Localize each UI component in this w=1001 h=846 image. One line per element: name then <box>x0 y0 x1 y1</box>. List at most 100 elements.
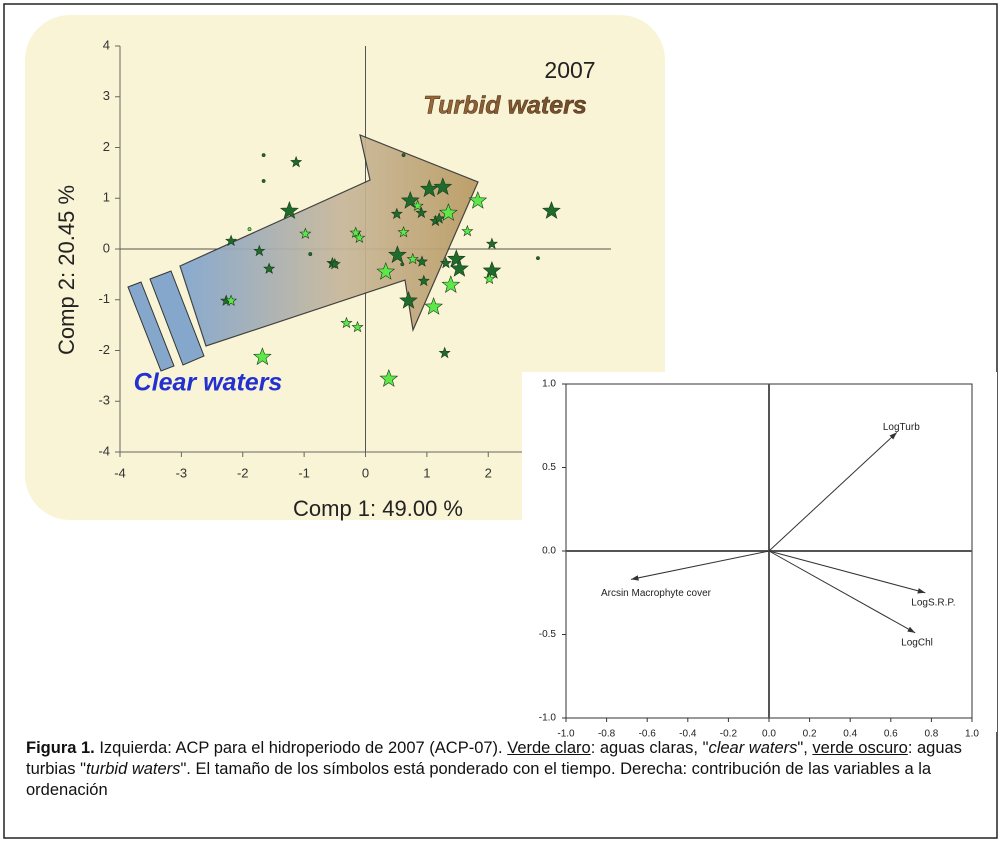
point <box>536 256 540 261</box>
star-point <box>349 226 362 238</box>
vector <box>768 550 926 594</box>
x-tick-label: 1 <box>423 465 430 480</box>
caption-text: ". El tamaño de los símbolos está ponder… <box>26 760 932 799</box>
star-point <box>461 224 474 237</box>
star-point <box>351 320 364 333</box>
star-point <box>417 274 430 287</box>
point <box>261 179 266 183</box>
y-tick-label: -2 <box>98 342 110 357</box>
x-tick-label: -2 <box>237 465 249 480</box>
caption: Figura 1. Izquierda: ACP para el hidrope… <box>26 738 976 801</box>
y-tick-label: 1.0 <box>542 379 556 390</box>
star-point <box>446 249 466 268</box>
x-tick-label: -1.0 <box>557 729 575 740</box>
star-point <box>419 179 439 198</box>
star-point <box>468 190 488 209</box>
star-point <box>225 294 238 306</box>
chart-title: 2007 <box>544 57 595 83</box>
x-tick-label: 0.6 <box>884 729 898 740</box>
vector-label: LogTurb <box>883 422 920 433</box>
caption-text: : aguas turbias " <box>26 739 962 778</box>
y-tick-label: -1 <box>98 291 110 306</box>
point <box>401 153 406 158</box>
annotation: Clear waters <box>134 369 283 397</box>
point <box>400 262 405 267</box>
point <box>308 252 313 256</box>
star-point <box>253 244 266 257</box>
star-point <box>376 261 396 280</box>
y-tick-label: -1.0 <box>539 713 557 724</box>
vector-head <box>917 588 926 594</box>
x-tick-label: -0.6 <box>639 729 657 740</box>
vector-label: LogS.R.P. <box>911 597 955 608</box>
star-point <box>400 190 420 209</box>
star-point <box>299 227 312 239</box>
star-point <box>390 207 403 220</box>
star-point <box>485 237 499 250</box>
x-axis-label: Comp 1: 49.00 % <box>293 496 463 521</box>
star-point <box>424 297 444 315</box>
y-tick-label: 2 <box>103 139 110 154</box>
vector <box>768 432 898 552</box>
star-point <box>411 199 424 211</box>
star-point <box>438 203 458 221</box>
caption-italic: clear waters <box>708 739 798 757</box>
x-tick-label: 2 <box>485 465 492 480</box>
star-point <box>415 255 429 267</box>
x-tick-label: -0.2 <box>720 729 738 740</box>
y-tick-label: 0.0 <box>542 546 556 557</box>
vector <box>768 550 916 634</box>
annotation: Turbid waters <box>423 92 587 120</box>
caption-italic: turbid waters <box>85 760 181 778</box>
star-point <box>328 257 341 270</box>
vector-label: Arcsin Macrophyte cover <box>601 588 712 599</box>
x-tick-label: -1 <box>298 465 310 480</box>
star-point <box>388 245 407 264</box>
vector-head <box>630 575 639 581</box>
x-tick-label: 0.8 <box>924 729 938 740</box>
star-point <box>441 275 461 293</box>
y-tick-label: -3 <box>98 393 110 408</box>
star-point <box>379 369 399 387</box>
vector-label: LogChl <box>901 637 933 648</box>
vector-head <box>889 432 897 440</box>
caption-underline: verde oscuro <box>812 739 908 757</box>
caption-text: : aguas claras, " <box>590 739 709 757</box>
star-point <box>439 256 452 269</box>
star-point <box>483 272 496 285</box>
y-tick-label: 3 <box>103 88 110 103</box>
star-point <box>252 347 272 366</box>
x-tick-label: 0.2 <box>803 729 817 740</box>
point <box>261 153 266 158</box>
clear-stripe <box>149 270 205 366</box>
vector-chart: -1.0 -0.8 -0.6 -0.4 -0.2 0.0 0.2 0.4 0.6 0.8 1.0 -1… <box>522 372 997 740</box>
x-tick-label: 0.4 <box>843 729 857 740</box>
star-point <box>263 262 276 274</box>
star-point <box>449 258 469 277</box>
x-tick-label: -0.8 <box>598 729 616 740</box>
star-point <box>433 212 446 224</box>
star-point <box>406 252 419 265</box>
caption-text: ", <box>797 739 813 757</box>
vector-head <box>907 626 916 633</box>
star-point <box>415 206 428 219</box>
y-tick-label: 0 <box>103 240 110 255</box>
x-tick-label: 0 <box>362 465 369 480</box>
x-tick-label: -0.4 <box>679 729 697 740</box>
caption-underline: Verde claro <box>507 739 591 757</box>
point <box>247 227 252 232</box>
star-point <box>433 177 453 196</box>
star-point <box>482 260 502 279</box>
x-tick-label: 1.0 <box>965 729 979 740</box>
y-tick-label: 1 <box>103 190 110 205</box>
star-point <box>542 201 561 219</box>
vector <box>630 550 770 580</box>
star-point <box>353 231 366 244</box>
star-point <box>225 234 238 246</box>
caption-bold: Figura 1. <box>26 739 95 757</box>
star-point <box>340 316 353 329</box>
star-point <box>397 225 410 238</box>
clear-stripe <box>127 281 175 372</box>
star-point <box>399 290 418 309</box>
